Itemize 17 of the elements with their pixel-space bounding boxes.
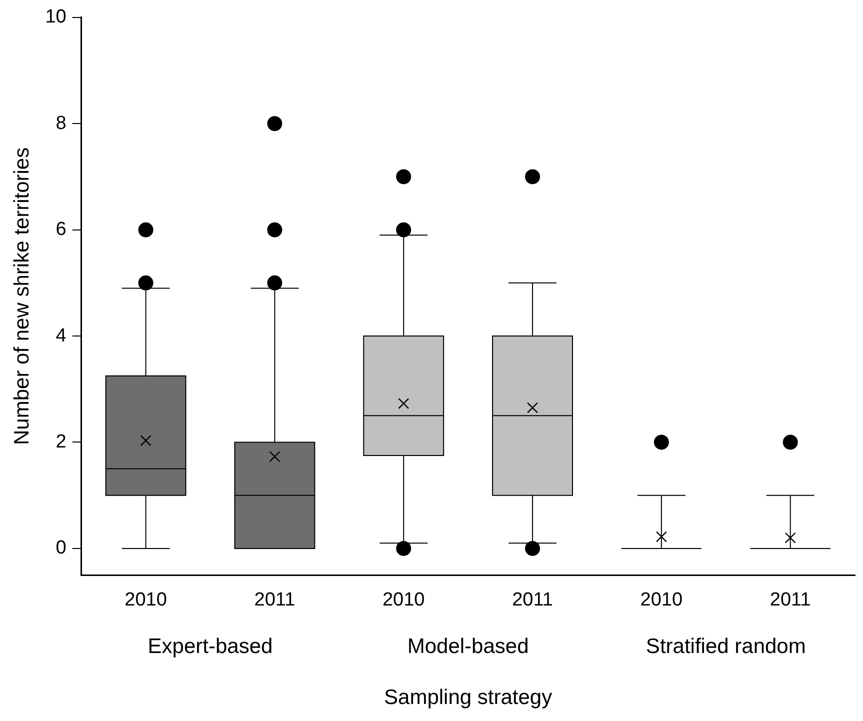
x-tick-label: 2011 — [254, 590, 296, 611]
x-tick-label: 2010 — [382, 590, 425, 611]
text: Expert-based — [148, 634, 273, 658]
text: Stratified random — [646, 634, 806, 658]
x-tick-label: 2010 — [124, 590, 167, 611]
x-tick-label: 2010 — [640, 590, 683, 611]
y-tick-label: 2 — [56, 431, 66, 452]
x-tick-label: 2011 — [512, 590, 553, 611]
text: Model-based — [407, 634, 529, 658]
y-tick-label: 6 — [56, 219, 66, 240]
y-tick-label: 4 — [56, 325, 67, 346]
y-tick-label: 10 — [45, 6, 66, 28]
x-axis-title: Sampling strategy — [384, 686, 553, 710]
y-tick-label: 8 — [56, 112, 66, 134]
y-axis-title: Number of new shrike territories — [10, 147, 34, 446]
x-tick-label: 2011 — [770, 590, 811, 611]
y-tick-label: 0 — [56, 538, 66, 559]
